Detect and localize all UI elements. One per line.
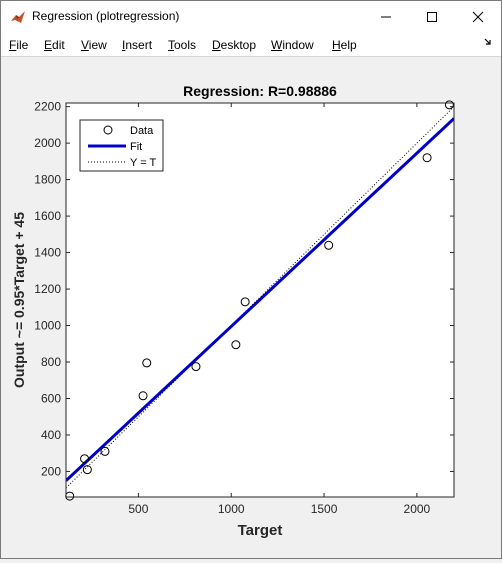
x-tick-label: 2000 [404,502,431,516]
legend-fit-label: Fit [130,141,142,153]
minimize-icon [381,16,391,17]
data-point [138,391,148,401]
axes-box [65,102,455,498]
figure-area: 500 1000 1500 2000 200 400 600 800 1000 1200 1400 1… [1,57,501,558]
maximize-icon [427,11,437,22]
menu-edit[interactable]: Edit [44,38,65,52]
menu-separator [1,56,501,57]
y-tick-label: 2000 [34,136,61,150]
x-axis-label: Target [238,522,283,539]
menu-tools[interactable]: Tools [168,38,197,52]
data-point [82,465,92,475]
y-axis-label: Output ~= 0.95*Target + 45 [11,212,27,388]
y-tick-label: 400 [41,428,61,442]
x-tick-label: 1000 [218,502,245,516]
y-tick-label: 2200 [34,100,61,114]
close-icon [472,11,484,22]
chart-title: Regression: R=0.98886 [183,83,337,99]
data-point [142,358,152,368]
matlab-icon [10,9,26,25]
menu-insert[interactable]: Insert [122,38,153,52]
legend-identity-label: Y = T [130,157,156,169]
legend-data-marker [103,125,113,135]
menu-window[interactable]: Window [271,38,314,52]
data-point [231,340,241,350]
y-tick-label: 600 [41,392,61,406]
x-tick-label: 500 [128,502,148,516]
data-point [324,240,334,250]
title-bar[interactable]: Regression (plotregression) [1,1,501,32]
fit-line [66,117,454,482]
y-tick-label: 800 [41,355,61,369]
window-title: Regression (plotregression) [32,9,180,23]
data-point [422,153,432,163]
data-point [191,362,201,372]
identity-line [66,106,454,489]
data-point [240,297,250,307]
data-point [444,100,454,110]
menu-desktop[interactable]: Desktop [212,38,257,52]
data-point [80,454,90,464]
menu-view[interactable]: View [81,38,107,52]
maximize-button[interactable] [409,1,455,32]
y-tick-label: 1600 [34,209,61,223]
close-button[interactable] [455,1,501,32]
regression-plot[interactable]: 500 1000 1500 2000 200 400 600 800 1000 1200 1400 1… [1,57,501,558]
y-tick-label: 1000 [34,319,61,333]
menu-help[interactable]: Help [332,38,357,52]
y-tick-label: 1400 [34,246,61,260]
minimize-button[interactable] [363,1,409,32]
y-tick-label: 200 [41,464,61,478]
data-point [100,446,110,456]
menu-file[interactable]: File [9,38,29,52]
y-tick-label: 1800 [34,173,61,187]
x-tick-label: 1500 [311,502,338,516]
y-tick-label: 1200 [34,282,61,296]
legend-data-label: Data [130,125,154,137]
toolbar-toggle-icon[interactable] [483,37,493,47]
menu-bar: File Edit View Insert Tools Desktop Wind… [1,32,501,56]
